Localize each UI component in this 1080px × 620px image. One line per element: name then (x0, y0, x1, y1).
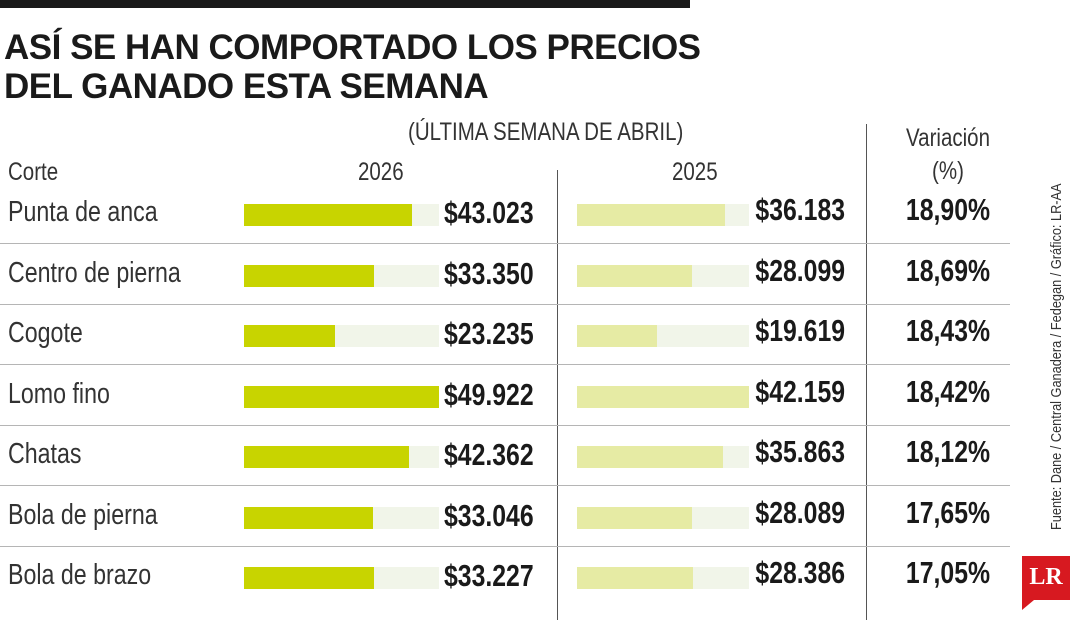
bar-track-2026 (244, 385, 439, 408)
bar-2026 (244, 446, 410, 468)
chart-subtitle: (ÚLTIMA SEMANA DE ABRIL) (408, 118, 684, 146)
bar-2026 (244, 506, 374, 529)
table-row: Centro de pierna $33.350 $28.099 18,69% (0, 253, 1010, 313)
row-divider (0, 485, 1010, 486)
bar-track-2025 (577, 506, 749, 529)
source-note: Fuente: Dane / Central Ganadera / Fedega… (1048, 122, 1065, 530)
variation-value: 18,69% (905, 252, 991, 288)
bar-track-2026 (244, 325, 439, 347)
table-row: Cogote $23.235 $19.619 18,43% (0, 313, 1010, 373)
bar-2025 (577, 264, 692, 287)
bar-track-2025 (577, 385, 749, 408)
bar-track-2026 (244, 506, 439, 529)
bar-2025 (577, 446, 724, 468)
header-corte: Corte (8, 158, 59, 186)
bar-2026 (244, 325, 335, 347)
chart-title-line-1: ASÍ SE HAN COMPORTADO LOS PRECIOS (4, 28, 701, 67)
row-divider (0, 424, 1010, 426)
variation-value: 18,43% (905, 313, 991, 348)
value-label-2026: $33.350 (444, 255, 534, 291)
row-label: Centro de pierna (8, 256, 181, 289)
bar-track-2025 (577, 446, 749, 468)
row-label: Punta de anca (8, 196, 158, 228)
header-variation-line-1: Variación (906, 124, 990, 152)
divider-2025 (557, 170, 558, 620)
bar-2025 (577, 325, 658, 347)
row-divider (0, 364, 1010, 365)
variation-value: 18,42% (905, 373, 991, 409)
value-label-2026: $23.235 (444, 316, 534, 351)
header-variation-line-2: (%) (932, 157, 964, 185)
source-text: Fuente: Dane / Central Ganadera / Fedega… (1048, 183, 1065, 530)
value-label-2025: $35.863 (755, 434, 845, 469)
table-row: Bola de pierna $33.046 $28.089 17,65% (0, 495, 1010, 555)
bar-2026 (244, 567, 374, 589)
bar-track-2026 (244, 567, 439, 589)
bar-2026 (244, 385, 439, 408)
value-label-2026: $33.046 (444, 497, 534, 533)
lr-logo: LR (1022, 556, 1070, 600)
chart-title: ASÍ SE HAN COMPORTADO LOS PRECIOS DEL GA… (4, 28, 701, 106)
row-label: Bola de brazo (8, 559, 152, 591)
variation-value: 18,12% (905, 434, 991, 469)
chart-title-line-2: DEL GANADO ESTA SEMANA (4, 67, 489, 106)
value-label-2026: $49.922 (444, 376, 534, 412)
bar-track-2025 (577, 325, 749, 347)
bar-track-2026 (244, 446, 439, 468)
value-label-2026: $33.227 (444, 558, 534, 593)
top-rule (0, 0, 690, 8)
variation-value: 18,90% (905, 192, 991, 227)
value-label-2025: $36.183 (755, 192, 845, 227)
bar-2026 (244, 264, 375, 287)
bar-2025 (577, 385, 749, 408)
row-divider (0, 243, 1010, 244)
value-label-2025: $28.089 (755, 494, 845, 530)
bar-track-2026 (244, 264, 439, 287)
value-label-2025: $28.386 (755, 555, 845, 590)
header-variation: Variación (%) (892, 122, 1004, 188)
row-divider (0, 545, 1010, 547)
bar-2025 (577, 506, 692, 529)
value-label-2026: $43.023 (444, 195, 534, 230)
bar-track-2026 (244, 204, 439, 226)
divider-variation (866, 124, 867, 620)
row-label: Lomo fino (8, 377, 110, 410)
bar-2026 (244, 204, 413, 226)
table-row: Chatas $42.362 $35.863 18,12% (0, 434, 1010, 494)
variation-value: 17,65% (905, 494, 991, 530)
bar-track-2025 (577, 567, 749, 589)
variation-value: 17,05% (905, 555, 991, 590)
row-label: Cogote (8, 317, 83, 349)
bar-track-2025 (577, 264, 749, 287)
header-2025: 2025 (672, 158, 718, 186)
value-label-2025: $19.619 (755, 313, 845, 348)
table-row: Punta de anca $43.023 $36.183 18,90% (0, 192, 1010, 252)
lr-logo-fold (1022, 600, 1034, 610)
value-label-2025: $28.099 (755, 252, 845, 288)
table-row: Lomo fino $49.922 $42.159 18,42% (0, 374, 1010, 434)
bar-track-2025 (577, 204, 749, 226)
row-divider (0, 303, 1010, 305)
table-row: Bola de brazo $33.227 $28.386 17,05% (0, 555, 1010, 615)
bar-2025 (577, 204, 725, 226)
header-2026: 2026 (358, 158, 404, 186)
value-label-2025: $42.159 (755, 373, 845, 409)
value-label-2026: $42.362 (444, 437, 534, 472)
bar-2025 (577, 567, 693, 589)
row-label: Chatas (8, 438, 82, 470)
row-label: Bola de pierna (8, 498, 158, 531)
